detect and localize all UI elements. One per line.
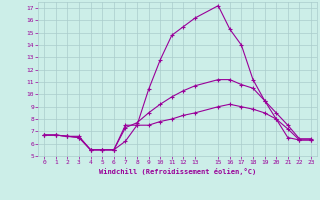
X-axis label: Windchill (Refroidissement éolien,°C): Windchill (Refroidissement éolien,°C) bbox=[99, 168, 256, 175]
